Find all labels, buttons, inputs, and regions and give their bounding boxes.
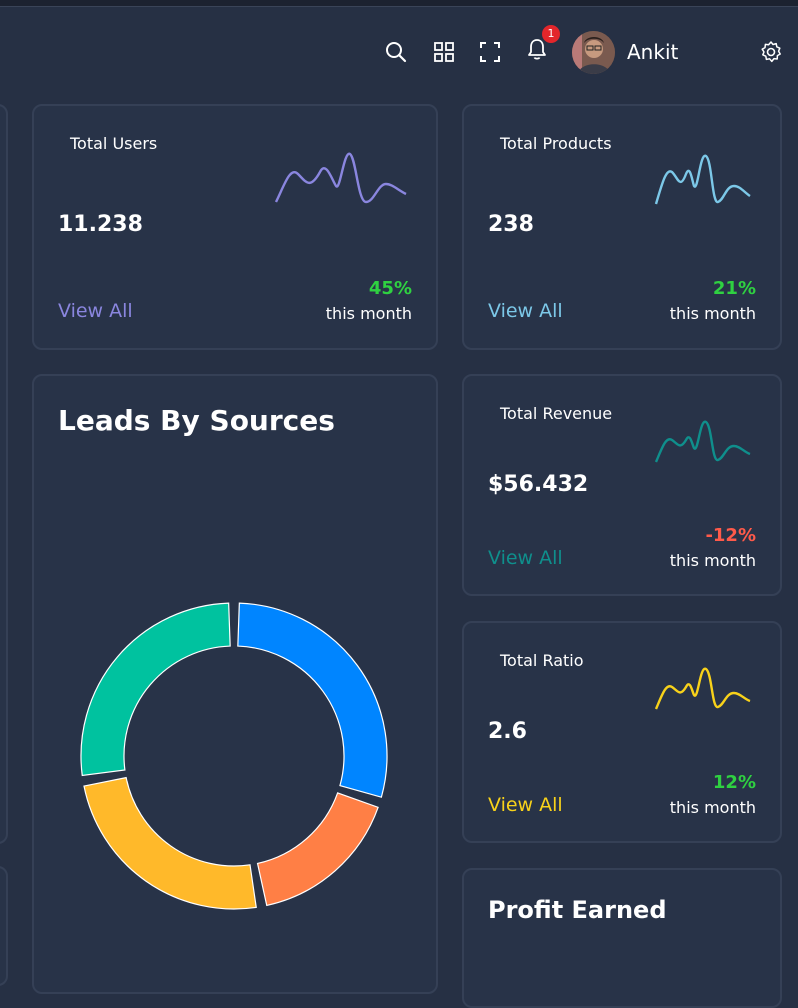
avatar[interactable]	[572, 31, 615, 74]
notifications-button[interactable]	[522, 34, 552, 64]
card-title: Profit Earned	[488, 896, 667, 924]
card-title: Total Revenue	[500, 404, 613, 423]
change-period: this month	[325, 304, 412, 323]
fullscreen-button[interactable]	[475, 37, 505, 67]
donut-slice-blue[interactable]	[237, 602, 388, 798]
change-period: this month	[669, 798, 756, 817]
leads-by-sources-card: Leads By Sources	[32, 374, 438, 994]
view-all-link[interactable]: View All	[58, 300, 133, 322]
total-products-card: Total Products 238 View All 21% this mon…	[462, 104, 782, 350]
search-button[interactable]	[381, 37, 411, 67]
card-title: Leads By Sources	[58, 404, 335, 437]
settings-button[interactable]	[756, 37, 786, 67]
bell-icon	[528, 39, 546, 60]
total-revenue-card: Total Revenue $56.432 View All -12% this…	[462, 374, 782, 596]
user-name[interactable]: Ankit	[627, 40, 679, 64]
edge-card-left-top	[0, 104, 8, 844]
card-value: 2.6	[488, 719, 527, 744]
donut-slice-orange[interactable]	[256, 792, 379, 907]
gear-icon	[761, 41, 781, 63]
card-value: 238	[488, 212, 534, 237]
change-percent: 45%	[368, 278, 412, 299]
change-percent: -12%	[705, 525, 756, 546]
view-all-link[interactable]: View All	[488, 794, 563, 816]
window-top-strip	[0, 0, 798, 7]
change-period: this month	[669, 551, 756, 570]
change-period: this month	[669, 304, 756, 323]
change-percent: 21%	[712, 278, 756, 299]
grid-icon	[434, 42, 454, 62]
total-users-card: Total Users 11.238 View All 45% this mon…	[32, 104, 438, 350]
fullscreen-icon	[480, 42, 500, 62]
sparkline	[654, 154, 751, 205]
notification-badge: 1	[542, 25, 560, 43]
sparkline	[274, 152, 407, 204]
view-all-link[interactable]: View All	[488, 547, 563, 569]
card-value: $56.432	[488, 472, 589, 497]
leads-donut-chart	[80, 602, 388, 910]
edge-card-left-bottom	[0, 866, 8, 986]
user-photo-icon	[572, 31, 615, 74]
donut-slice-green[interactable]	[80, 602, 231, 777]
top-header	[0, 7, 798, 87]
change-percent: 12%	[712, 772, 756, 793]
card-title: Total Products	[500, 134, 612, 153]
profit-earned-card: Profit Earned	[462, 868, 782, 1008]
card-value: 11.238	[58, 212, 143, 237]
card-title: Total Ratio	[500, 651, 584, 670]
view-all-link[interactable]: View All	[488, 300, 563, 322]
search-icon	[386, 42, 407, 63]
total-ratio-card: Total Ratio 2.6 View All 12% this month	[462, 621, 782, 843]
sparkline	[654, 667, 751, 710]
sparkline	[654, 420, 751, 463]
card-title: Total Users	[70, 134, 158, 153]
donut-slice-yellow[interactable]	[83, 776, 257, 910]
apps-button[interactable]	[429, 37, 459, 67]
